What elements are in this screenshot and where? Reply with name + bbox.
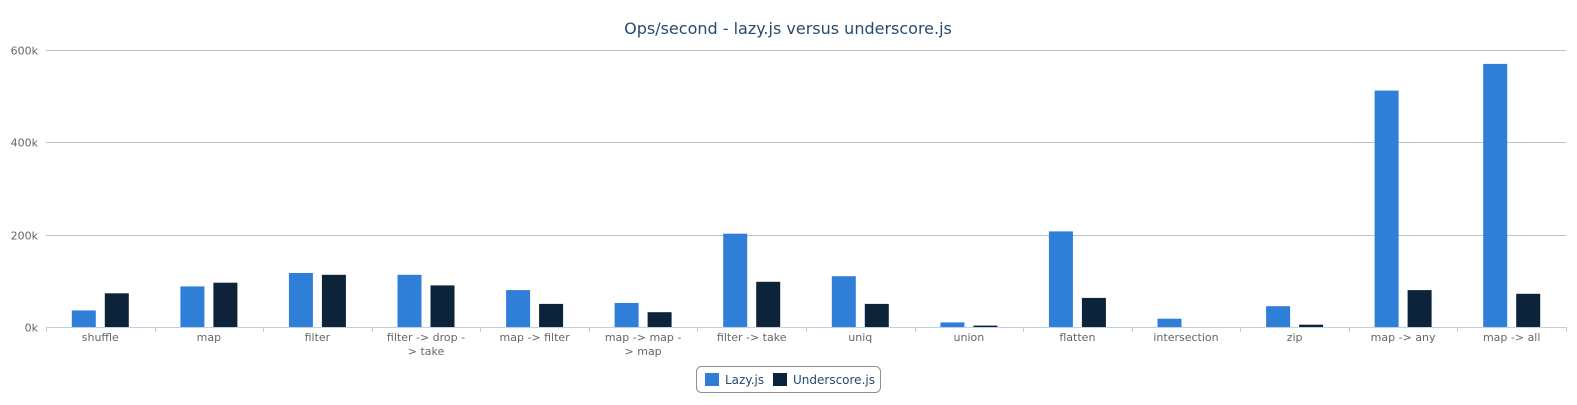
x-tick-label: filter -> drop - [387,331,465,344]
x-axis: shuffle map filter filter -> drop -> take ma… [46,327,1567,358]
bar-underscorejs [864,303,889,327]
y-tick-label: 600k [11,45,39,58]
x-tick-label: shuffle [82,331,119,344]
x-tick-label: map -> filter [499,331,570,344]
bar-underscorejs [1516,293,1541,327]
x-tick-label: map [197,331,221,344]
x-tick-label: > take [408,345,445,358]
bar-underscorejs [1299,324,1324,327]
x-tick-label: map -> map - [605,331,682,344]
x-tick-label: intersection [1153,331,1218,344]
bar-underscorejs [321,274,346,327]
legend-item-lazyjs[interactable]: Lazy.js [725,373,764,387]
y-tick-label: 0k [25,322,39,335]
bar-lazyjs [723,233,748,327]
bar-lazyjs [831,276,856,327]
legend-swatch-lazyjs [705,373,719,386]
y-tick-label: 200k [11,230,39,243]
x-tick-label: union [954,331,985,344]
x-tick-label: map -> all [1483,331,1540,344]
bar-lazyjs [397,274,422,327]
bar-lazyjs [1157,318,1182,327]
x-tick-label: filter [305,331,331,344]
bar-series [71,63,1541,328]
chart-title: Ops/second - lazy.js versus underscore.j… [624,19,952,38]
legend-item-underscorejs[interactable]: Underscore.js [793,373,875,387]
bar-underscorejs [756,281,781,327]
bar-lazyjs [940,322,965,327]
bar-lazyjs [1048,231,1073,327]
bar-lazyjs [1266,306,1291,327]
bar-underscorejs [1407,290,1432,327]
bar-underscorejs [973,325,998,327]
bar-lazyjs [180,286,205,327]
x-tick-label: flatten [1059,331,1095,344]
x-tick-label: map -> any [1371,331,1436,344]
y-gridlines [46,50,1566,236]
legend[interactable]: Lazy.js Underscore.js [696,366,881,393]
bar-underscorejs [1081,297,1106,327]
y-tick-label: 400k [11,137,39,150]
bar-underscorejs [104,293,129,327]
bar-lazyjs [1483,63,1508,328]
x-tick-label: zip [1287,331,1303,344]
bar-lazyjs [288,273,313,327]
legend-swatch-underscorejs [773,373,787,386]
y-axis-ticks: 0k 200k 400k 600k [11,45,39,335]
bar-lazyjs [506,290,531,327]
bar-lazyjs [71,310,96,327]
bar-underscorejs [430,285,455,327]
x-tick-label: uniq [848,331,872,344]
legend-box [696,366,881,393]
bar-lazyjs [1374,90,1399,327]
bar-lazyjs [614,303,639,327]
bar-underscorejs [647,312,672,327]
bar-underscorejs [213,282,238,327]
bar-underscorejs [539,303,564,327]
x-tick-label: filter -> take [717,331,787,344]
x-tick-label: > map [625,345,662,358]
